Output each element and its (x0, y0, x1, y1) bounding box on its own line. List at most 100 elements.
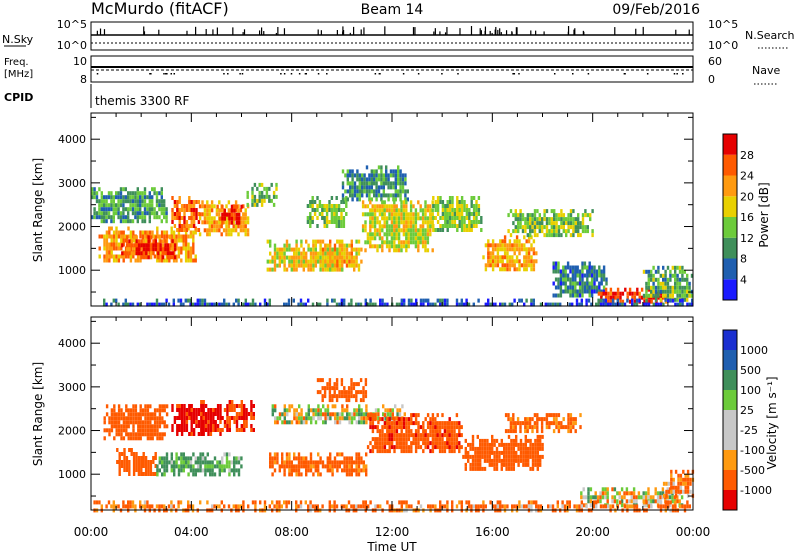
data-cell (177, 230, 181, 235)
data-cell (100, 207, 103, 212)
data-cell (323, 224, 326, 228)
data-cell (195, 208, 198, 212)
data-cell (148, 230, 152, 235)
data-cell (409, 240, 413, 245)
data-cell (300, 255, 303, 260)
data-cell (472, 196, 476, 200)
data-cell (581, 213, 585, 218)
data-cell (674, 285, 677, 290)
data-cell (619, 299, 622, 304)
data-cell (378, 232, 382, 237)
nsky-bottom-tick: 10^0 (57, 39, 87, 52)
data-cell (161, 408, 164, 413)
data-cell (156, 416, 159, 421)
data-cell (295, 412, 298, 417)
data-cell (295, 420, 298, 425)
data-cell (324, 243, 327, 248)
data-cell (581, 225, 585, 230)
data-cell (200, 408, 203, 412)
data-cell (180, 250, 183, 255)
data-cell (493, 450, 496, 455)
data-cell (195, 408, 198, 412)
data-cell (144, 404, 147, 409)
data-cell (237, 468, 241, 473)
data-cell (329, 251, 332, 256)
data-cell (545, 421, 549, 426)
data-cell (128, 464, 131, 468)
data-cell (396, 408, 399, 413)
data-cell (348, 416, 351, 421)
data-cell (110, 254, 113, 259)
data-cell (383, 445, 387, 450)
data-cell (531, 229, 534, 234)
data-cell (581, 229, 585, 234)
data-cell (443, 298, 447, 303)
data-cell (499, 247, 502, 252)
data-cell (574, 281, 577, 286)
data-cell (509, 233, 513, 238)
data-cell (235, 204, 238, 209)
data-cell (530, 500, 533, 505)
data-cell (650, 289, 653, 294)
data-cell (611, 499, 614, 504)
data-cell (200, 404, 203, 408)
data-cell (154, 472, 157, 476)
data-cell (483, 454, 487, 459)
data-cell (206, 500, 209, 505)
data-cell (125, 404, 128, 409)
data-cell (393, 232, 396, 237)
data-cell (377, 189, 381, 194)
data-cell (117, 432, 121, 437)
data-cell (278, 263, 281, 268)
data-cell (455, 437, 459, 442)
data-cell (487, 247, 490, 252)
data-cell (562, 225, 565, 230)
data-cell (154, 452, 157, 456)
data-cell (679, 473, 683, 478)
cpid-value: themis 3300 RF (95, 94, 189, 108)
data-cell (194, 472, 197, 477)
data-cell (436, 298, 439, 303)
data-cell (474, 466, 477, 471)
data-cell (122, 424, 126, 429)
data-cell (465, 500, 468, 505)
data-cell (512, 446, 515, 451)
data-cell (602, 291, 605, 296)
data-cell (585, 504, 588, 509)
data-cell (120, 234, 123, 239)
data-cell (278, 500, 281, 505)
data-cell (527, 504, 531, 509)
data-cell (400, 449, 403, 454)
data-cell (194, 460, 197, 465)
data-cell (676, 302, 679, 307)
data-cell (524, 458, 527, 463)
data-cell (137, 424, 140, 429)
data-cell (456, 204, 459, 208)
data-cell (175, 254, 178, 259)
data-cell (469, 454, 472, 459)
data-cell (536, 225, 539, 230)
data-cell (113, 408, 116, 413)
data-cell (407, 240, 410, 245)
data-cell (533, 209, 537, 214)
data-cell (311, 200, 314, 204)
data-cell (115, 238, 118, 243)
data-cell (451, 200, 454, 204)
data-cell (342, 208, 346, 212)
data-cell (414, 445, 418, 450)
data-cell (334, 404, 337, 409)
data-cell (112, 258, 116, 263)
data-cell (351, 193, 354, 198)
data-cell (578, 504, 581, 509)
data-cell (569, 225, 573, 230)
data-cell (379, 298, 382, 303)
data-cell (386, 449, 389, 454)
data-cell (343, 247, 346, 252)
data-cell (399, 197, 402, 202)
data-cell (503, 446, 506, 451)
data-cell (207, 432, 210, 436)
data-cell (439, 200, 442, 204)
data-cell (182, 234, 185, 239)
data-cell (645, 500, 648, 505)
data-cell (369, 500, 372, 505)
